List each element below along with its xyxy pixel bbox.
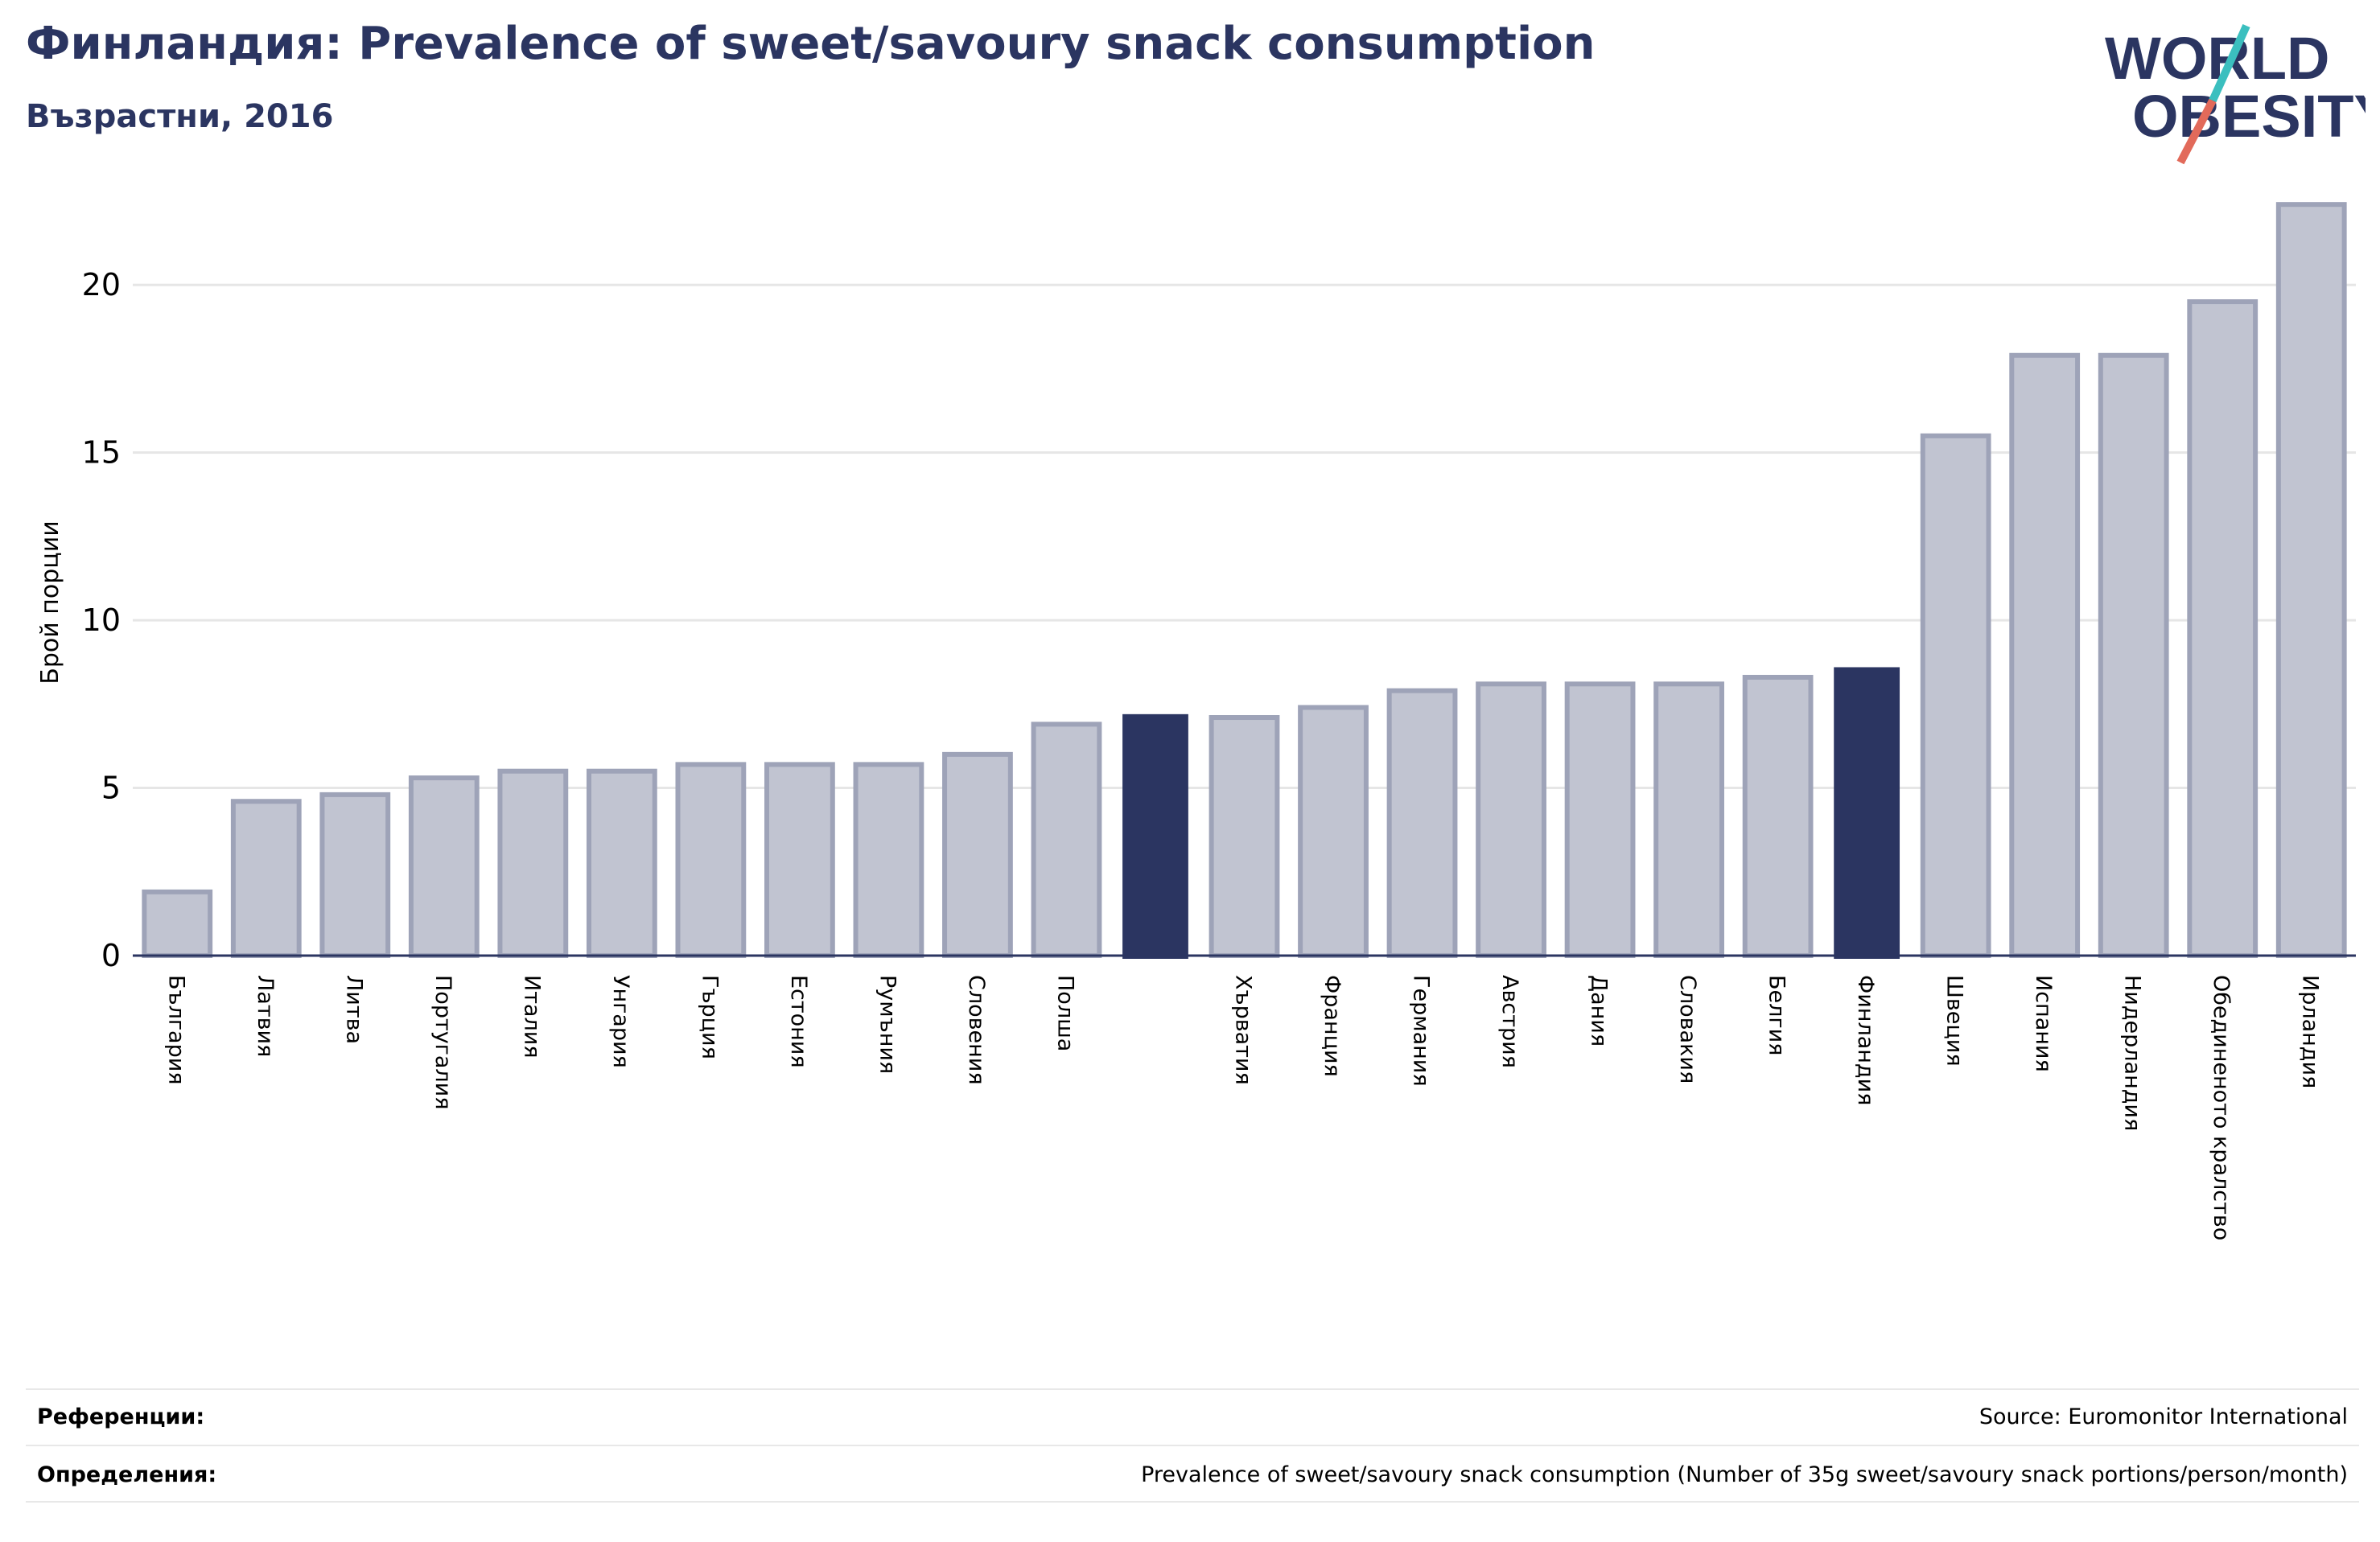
y-axis-label: Брой порции — [36, 520, 64, 684]
bar — [1031, 722, 1102, 958]
bar — [230, 799, 302, 959]
x-tick-label: Португалия — [430, 975, 455, 1109]
bar — [1742, 674, 1814, 959]
y-tick-label: 10 — [82, 602, 121, 638]
footer-divider-bottom — [26, 1501, 2359, 1503]
x-tick-label: България — [163, 975, 188, 1085]
x-tick-label: Германия — [1409, 975, 1434, 1087]
x-tick-label: Румъния — [875, 975, 900, 1074]
bar — [853, 762, 924, 959]
bar — [942, 751, 1013, 958]
x-tick-label: Ирландия — [2298, 975, 2323, 1088]
bar — [142, 889, 213, 959]
x-tick-label: Белгия — [1764, 975, 1789, 1055]
x-tick-label: Италия — [519, 975, 544, 1059]
bar — [1476, 681, 1546, 958]
bar — [408, 775, 480, 958]
x-tick-label: Испания — [2031, 975, 2056, 1072]
bar — [2009, 352, 2081, 959]
x-tick-label: Гърция — [697, 975, 722, 1059]
bar — [1920, 433, 1991, 958]
bar — [1298, 705, 1369, 958]
x-tick-label: Словакия — [1675, 975, 1700, 1084]
footer-divider-middle — [26, 1445, 2359, 1446]
bar — [1653, 681, 1724, 958]
x-tick-label: Дания — [1587, 975, 1612, 1047]
bar — [2098, 352, 2169, 959]
x-tick-label: Франция — [1320, 975, 1344, 1077]
y-tick-label: 5 — [101, 771, 121, 806]
bar — [764, 762, 835, 959]
x-tick-label: Австрия — [1497, 975, 1522, 1068]
bar — [675, 762, 747, 959]
bar — [1564, 681, 1636, 958]
logo-slash-top — [2209, 23, 2250, 103]
references-text: Source: Euromonitor International — [1979, 1404, 2348, 1429]
x-tick-label: Обединеното кралство — [2209, 975, 2234, 1240]
x-tick-label: Финландия — [1853, 975, 1878, 1105]
x-tick-label: Нидерландия — [2120, 975, 2145, 1131]
definitions-label: Определения: — [37, 1462, 217, 1487]
footer-divider-top — [26, 1388, 2359, 1390]
x-tick-label: Хърватия — [1231, 975, 1256, 1085]
page-title: Финландия: Prevalence of sweet/savoury s… — [26, 18, 1596, 70]
x-tick-label: Словения — [964, 975, 989, 1085]
x-tick-label: Естония — [786, 975, 811, 1068]
definitions-text: Prevalence of sweet/savoury snack consum… — [1141, 1462, 2348, 1487]
x-tick-label: Латвия — [253, 975, 278, 1057]
bar — [1834, 667, 1900, 959]
bar — [1122, 713, 1188, 959]
bar — [1386, 688, 1458, 958]
y-tick-label: 15 — [82, 435, 121, 471]
logo-word-obesity: OBESITY — [2132, 83, 2366, 150]
references-label: Референции: — [37, 1404, 205, 1429]
bar — [1209, 715, 1280, 959]
world-obesity-logo: WORLD OBESITY — [2105, 23, 2366, 165]
bar-chart: 0 5 10 15 20 Брой порции България Латвия Литва По… — [36, 202, 2356, 1240]
y-tick-label: 0 — [101, 938, 121, 973]
x-tick-label: Литва — [341, 975, 366, 1044]
page-subtitle: Възрастни, 2016 — [26, 98, 334, 135]
x-tick-label: Швеция — [1942, 975, 1967, 1067]
bar — [497, 768, 569, 959]
bar — [2187, 299, 2259, 959]
bar — [2275, 202, 2347, 958]
y-tick-label: 20 — [82, 267, 121, 302]
bar — [319, 792, 391, 958]
bar — [586, 768, 657, 959]
logo-slash-bottom — [2176, 98, 2217, 165]
x-tick-label: Полша — [1052, 975, 1077, 1051]
x-tick-label: Унгария — [608, 975, 633, 1068]
